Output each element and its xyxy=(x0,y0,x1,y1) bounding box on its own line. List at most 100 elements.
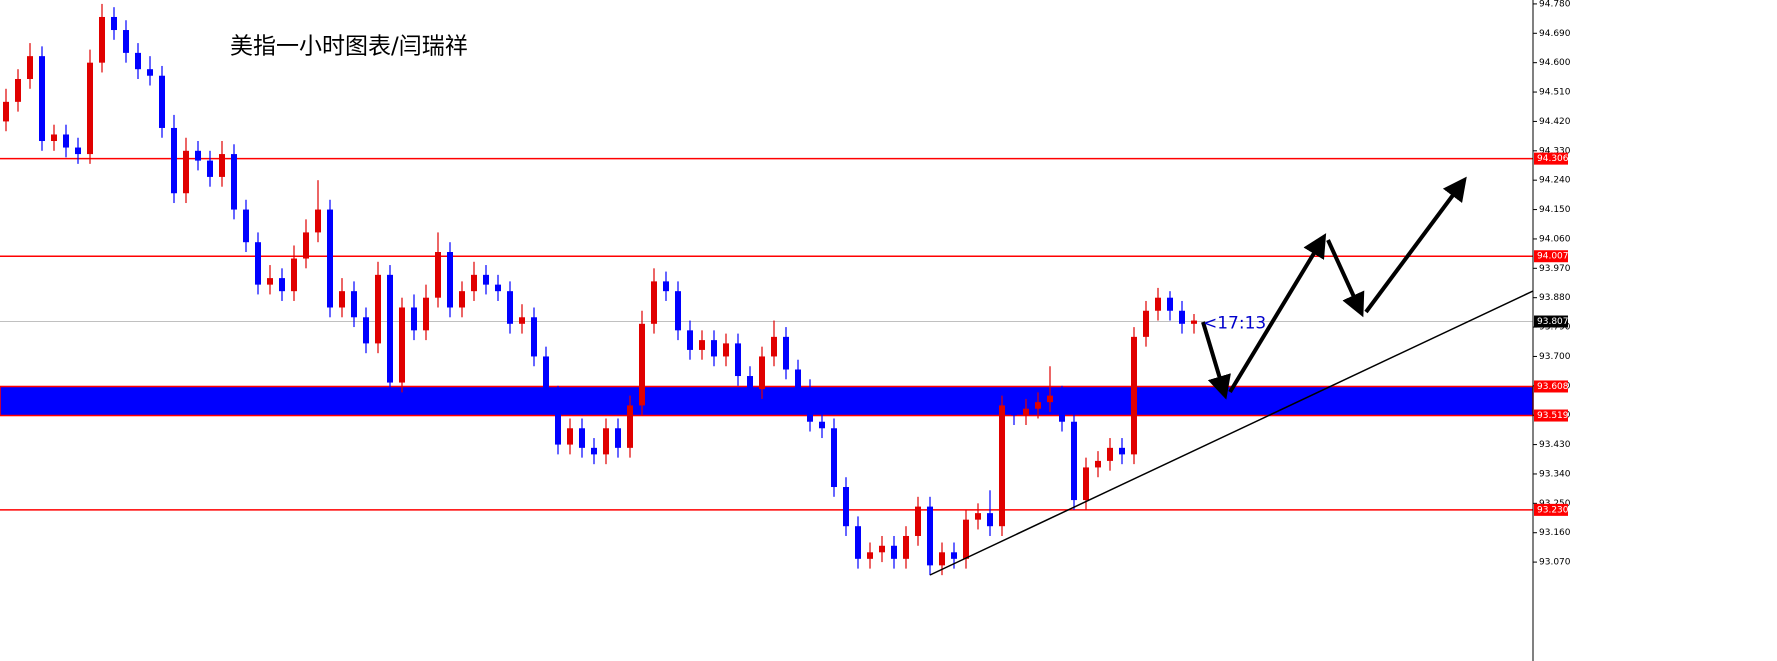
y-tick-label: 94.420 xyxy=(1539,117,1571,127)
candle-body xyxy=(75,147,81,155)
level-label: 94.306 xyxy=(1537,154,1569,164)
current-price-box xyxy=(1534,315,1568,328)
candle-body xyxy=(687,330,693,350)
candle-body xyxy=(471,274,477,292)
candle-body xyxy=(795,369,801,390)
candle-body xyxy=(363,317,369,344)
axis-layer: 94.780 94.690 94.600 94.510 94.420 94.330 94.2… xyxy=(1203,0,1571,568)
candle-body xyxy=(843,487,849,527)
candle-body xyxy=(279,278,285,292)
y-tick-label: 93.070 xyxy=(1539,558,1571,568)
arrow xyxy=(1364,176,1467,314)
candle-body xyxy=(699,340,705,350)
candle-body xyxy=(927,506,933,566)
candle-body xyxy=(771,336,777,357)
candle-body xyxy=(291,258,297,292)
candle-body xyxy=(135,52,141,70)
y-tick-label: 93.160 xyxy=(1539,528,1571,538)
candle-body xyxy=(183,150,189,194)
candle-body xyxy=(1047,395,1053,403)
candle-body xyxy=(867,552,873,559)
candle-body xyxy=(747,376,753,390)
candle-body xyxy=(951,552,957,559)
candle-body xyxy=(255,242,261,285)
candle-body xyxy=(219,154,225,177)
candle-body xyxy=(315,209,321,233)
candle-body xyxy=(1167,297,1173,311)
candle-body xyxy=(1107,447,1113,461)
level-box xyxy=(1534,250,1568,263)
candle-body xyxy=(1191,320,1197,324)
candle-body xyxy=(567,428,573,445)
candle-body xyxy=(723,343,729,357)
candle-body xyxy=(879,545,885,553)
candle-body xyxy=(3,101,9,122)
candle-body xyxy=(15,78,21,102)
candle-body xyxy=(555,395,561,445)
candle-body xyxy=(519,317,525,324)
candle-body xyxy=(1095,460,1101,468)
arrow xyxy=(1326,239,1365,318)
candle-body xyxy=(963,519,969,559)
zone-band xyxy=(0,385,1534,417)
candle-body xyxy=(111,16,117,31)
candle-body xyxy=(63,134,69,148)
candle-body xyxy=(819,421,825,429)
candle-body xyxy=(171,127,177,194)
countdown: <17:13 xyxy=(1203,314,1266,334)
y-tick-label: 94.330 xyxy=(1539,146,1571,156)
candle-body xyxy=(987,513,993,527)
candle-body xyxy=(435,251,441,298)
trend-line xyxy=(929,290,1534,576)
band-high-box xyxy=(1534,380,1568,393)
candle-body xyxy=(39,56,45,142)
candle-body xyxy=(411,307,417,331)
level-label: 93.230 xyxy=(1537,505,1569,515)
candle-body xyxy=(783,336,789,370)
candle-body xyxy=(303,232,309,259)
y-tick-label: 94.780 xyxy=(1539,0,1571,9)
candle-body xyxy=(207,160,213,177)
y-tick-label: 93.700 xyxy=(1539,352,1571,362)
candle-body xyxy=(939,552,945,566)
candle-body xyxy=(1143,310,1149,337)
arrow xyxy=(1201,321,1231,400)
candle-body xyxy=(195,150,201,161)
y-tick-label: 94.060 xyxy=(1539,234,1571,244)
y-tick-label: 94.690 xyxy=(1539,29,1571,39)
candle-body xyxy=(999,405,1005,527)
level-label: 94.007 xyxy=(1537,252,1569,262)
band-high-label: 93.608 xyxy=(1537,382,1569,392)
candle-body xyxy=(1071,421,1077,501)
candle-body xyxy=(483,274,489,285)
candle-body xyxy=(87,62,93,155)
candle-body xyxy=(711,340,717,357)
level-box xyxy=(1534,152,1568,165)
candle-body xyxy=(231,154,237,210)
candle-body xyxy=(651,281,657,324)
level-box xyxy=(1534,503,1568,516)
y-tick-label: 93.880 xyxy=(1539,293,1571,303)
candle-body xyxy=(1119,447,1125,455)
y-tick-label: 94.600 xyxy=(1539,58,1571,68)
candle-body xyxy=(807,389,813,422)
y-tick-label: 93.340 xyxy=(1539,469,1571,479)
y-tick-label: 93.250 xyxy=(1539,499,1571,509)
candle-body xyxy=(915,506,921,536)
band-low-label: 93.519 xyxy=(1537,411,1569,421)
candle-body xyxy=(531,317,537,357)
candle-body xyxy=(1035,402,1041,409)
arrow xyxy=(1228,233,1327,394)
candle-body xyxy=(339,291,345,308)
y-tick-label: 94.510 xyxy=(1539,88,1571,98)
candle-body xyxy=(507,291,513,324)
y-tick-label: 94.150 xyxy=(1539,205,1571,215)
candle-body xyxy=(447,251,453,308)
candle-body xyxy=(1179,310,1185,324)
candle-body xyxy=(243,209,249,243)
candle-body xyxy=(327,209,333,308)
candle-body xyxy=(675,291,681,331)
y-tick-label: 93.970 xyxy=(1539,264,1571,274)
candle-body xyxy=(1011,405,1017,416)
